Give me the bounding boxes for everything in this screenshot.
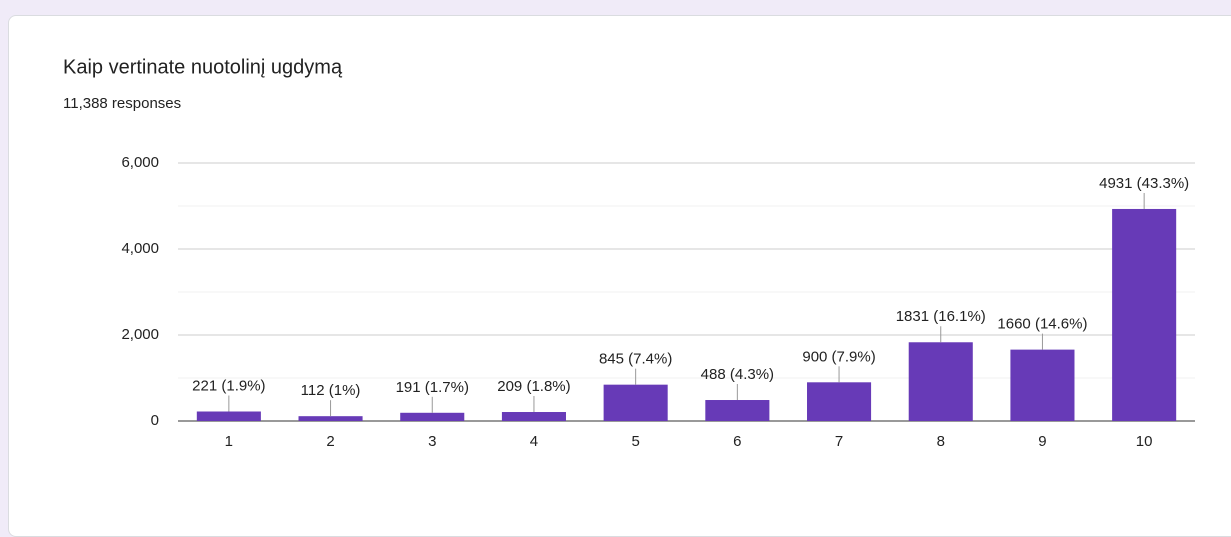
chart-subtitle: 11,388 responses [63,95,181,112]
data-label: 845 (7.4%) [599,351,672,368]
bar [1010,349,1075,421]
bar [298,416,363,421]
x-tick-label: 9 [1038,433,1046,450]
bar [908,342,973,421]
x-tick-label: 3 [428,433,436,450]
y-tick-label: 4,000 [121,240,159,257]
data-label: 209 (1.8%) [497,378,570,395]
x-tick-label: 10 [1136,433,1153,450]
x-tick-label: 8 [937,433,945,450]
data-label: 191 (1.7%) [396,379,469,396]
x-tick-label: 5 [631,433,639,450]
y-tick-label: 2,000 [121,326,159,343]
data-label: 1660 (14.6%) [997,316,1087,333]
bar [705,400,770,421]
data-label: 1831 (16.1%) [896,308,986,325]
card [8,15,1231,537]
data-label: 900 (7.9%) [802,348,875,365]
x-tick-label: 2 [326,433,334,450]
data-label: 112 (1%) [301,382,361,399]
x-tick-label: 6 [733,433,741,450]
page: {"chart_data": {"type": "bar", "title": … [8,15,1231,537]
chart-title: Kaip vertinate nuotolinį ugdymą [63,56,343,78]
bar [196,411,261,421]
bar [1112,208,1177,421]
bar [603,384,668,421]
x-tick-label: 1 [225,433,233,450]
data-label: 488 (4.3%) [701,366,774,383]
y-tick-label: 0 [151,412,159,429]
bar [807,382,872,421]
y-tick-label: 6,000 [121,154,159,171]
data-label: 4931 (43.3%) [1099,175,1189,192]
x-tick-label: 4 [530,433,538,450]
chart: Kaip vertinate nuotolinį ugdymą 11,388 r… [63,56,1195,450]
bar [501,412,566,421]
data-label: 221 (1.9%) [192,377,265,394]
x-tick-label: 7 [835,433,843,450]
bar [400,412,465,421]
